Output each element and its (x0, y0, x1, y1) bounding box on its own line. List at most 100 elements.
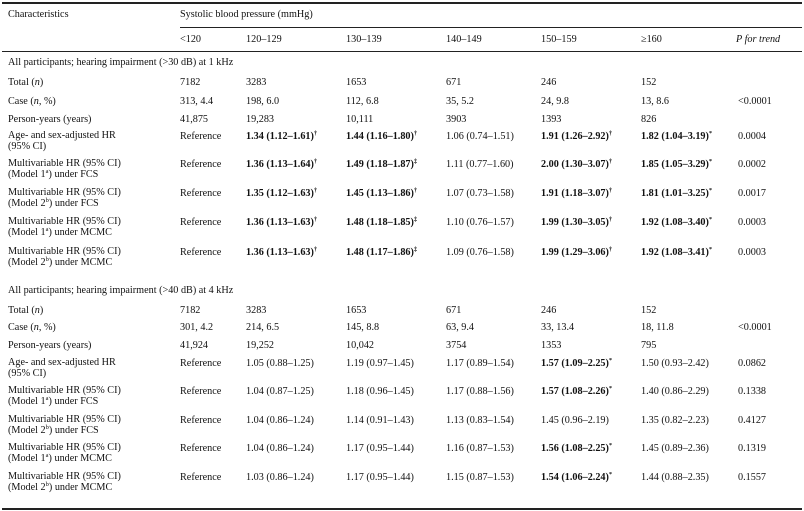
cell-value: 246 (541, 305, 557, 316)
table-cell: 10,111 (346, 114, 373, 125)
significance-mark: * (708, 246, 713, 253)
cell-value: 41,875 (180, 114, 209, 125)
row-label: Multivariable HR (95% CI) (Model 1a) unde… (8, 442, 121, 464)
cell-value: 214, 6.5 (246, 322, 280, 333)
cell-value: 1.11 (0.77–1.60) (446, 159, 514, 170)
row-label-text: Total ( (8, 77, 35, 88)
row-label-line1: Multivariable HR (95% CI) (8, 158, 121, 169)
cell-value: 1.03 (0.86–1.24) (246, 472, 314, 483)
cell-value: 1.91 (1.26–2.92) (541, 131, 609, 142)
table-cell: 41,924 (180, 340, 208, 351)
row-label-line1: Multivariable HR (95% CI) (8, 246, 121, 257)
cell-value: 19,252 (246, 340, 275, 351)
p-trend-value: <0.0001 (738, 322, 772, 333)
table-cell: 1.04 (0.86–1.24) (246, 443, 314, 454)
significance-mark: † (413, 130, 418, 137)
table-cell: 1.48 (1.17–1.86)‡ (346, 246, 417, 258)
cell-value: Reference (180, 443, 222, 454)
cell-value: 1.35 (0.82–2.23) (641, 415, 709, 426)
cell-value: 1.81 (1.01–3.25) (641, 188, 709, 199)
table-cell: 19,283 (246, 114, 274, 125)
cell-value: Reference (180, 358, 222, 369)
cell-value: 1.45 (0.89–2.36) (641, 443, 709, 454)
table-cell: 152 (641, 305, 656, 316)
row-label-line1: Multivariable HR (95% CI) (8, 385, 121, 396)
cell-value: 1.44 (0.88–2.35) (641, 472, 709, 483)
cell-value: 1.40 (0.86–2.29) (641, 386, 709, 397)
p-trend-value: <0.0001 (738, 96, 772, 107)
row-label-line2: (95% CI) (8, 141, 47, 152)
row-label-italic: n (33, 322, 39, 333)
table-cell: 1.09 (0.76–1.58) (446, 247, 514, 258)
cell-value: 1653 (346, 305, 367, 316)
row-label: Case (n, %) (8, 322, 56, 333)
cell-value: 1.99 (1.30–3.05) (541, 217, 609, 228)
table-cell: 145, 8.8 (346, 322, 379, 333)
row-label-text: ) (39, 305, 44, 316)
cell-value: 1.92 (1.08–3.41) (641, 247, 709, 258)
table-cell: Reference (180, 472, 221, 483)
table-cell: 1.81 (1.01–3.25)* (641, 187, 713, 199)
table-cell: 1653 (346, 77, 366, 88)
cell-value: Reference (180, 188, 222, 199)
significance-mark: * (608, 442, 613, 449)
significance-mark: † (608, 158, 613, 165)
table-cell: 33, 13.4 (541, 322, 574, 333)
table-cell: 7182 (180, 305, 200, 316)
table-cell: 1.15 (0.87–1.53) (446, 472, 514, 483)
p-trend-value: 0.0002 (738, 159, 767, 170)
table-cell: 246 (541, 77, 556, 88)
table-cell: 1.91 (1.18–3.07)† (541, 187, 612, 199)
table-cell: 3283 (246, 305, 266, 316)
table-cell: 1.05 (0.88–1.25) (246, 358, 314, 369)
table-cell: 1.49 (1.18–1.87)‡ (346, 158, 417, 170)
row-label-italic: n (34, 305, 40, 316)
table-cell: 1.44 (1.16–1.80)† (346, 130, 418, 142)
cell-value: 1.17 (0.89–1.54) (446, 358, 514, 369)
significance-mark: * (708, 187, 713, 194)
cell-value: 35, 5.2 (446, 96, 475, 107)
cell-value: 1.36 (1.13–1.64) (246, 159, 314, 170)
cell-value: 198, 6.0 (246, 96, 280, 107)
table-cell: 214, 6.5 (246, 322, 279, 333)
cell-value: 3283 (246, 305, 267, 316)
table-cell: Reference (180, 188, 221, 199)
cell-value: 19,283 (246, 114, 275, 125)
cell-value: 826 (641, 114, 657, 125)
header-subrule (180, 27, 802, 28)
table-cell: 3754 (446, 340, 466, 351)
row-label: Age- and sex-adjusted HR (95% CI) (8, 357, 116, 379)
table-cell: 301, 4.2 (180, 322, 213, 333)
table-cell: 1.85 (1.05–3.29)* (641, 158, 712, 170)
model-footnote-mark: b (45, 256, 49, 263)
cell-value: 1.06 (0.74–1.51) (446, 131, 514, 142)
cell-value: 1.35 (1.12–1.63) (246, 188, 314, 199)
cell-value: 3283 (246, 77, 267, 88)
table-cell: 1.57 (1.09–2.25)* (541, 357, 612, 369)
table-cell: 1.17 (0.88–1.56) (446, 386, 514, 397)
cell-value: 1.17 (0.95–1.44) (346, 443, 414, 454)
cell-value: Reference (180, 386, 222, 397)
header-cat-3: 130–139 (346, 34, 382, 45)
significance-mark: † (608, 246, 613, 253)
row-label-text: ) (39, 77, 44, 88)
table-cell: 1.17 (0.89–1.54) (446, 358, 514, 369)
row-label: Total (n) (8, 305, 43, 316)
row-label: Total (n) (8, 77, 43, 88)
table-cell: 1.36 (1.13–1.64)† (246, 158, 317, 170)
table-cell: 1.44 (0.88–2.35) (641, 472, 709, 483)
significance-mark: † (313, 187, 318, 194)
cell-value: 1.48 (1.17–1.86) (346, 247, 414, 258)
cell-value: 1353 (541, 340, 562, 351)
cell-value: 1.34 (1.12–1.61) (246, 131, 314, 142)
cell-value: 1.19 (0.97–1.45) (346, 358, 414, 369)
cell-value: 112, 6.8 (346, 96, 379, 107)
table-cell: 1.13 (0.83–1.54) (446, 415, 514, 426)
cell-value: 1.36 (1.13–1.63) (246, 217, 314, 228)
significance-mark: ‡ (413, 216, 418, 223)
cell-value: 145, 8.8 (346, 322, 380, 333)
cell-value: 1.50 (0.93–2.42) (641, 358, 709, 369)
row-label-line2: ) under FCS (48, 396, 99, 407)
table-cell: Reference (180, 217, 221, 228)
row-label: Person-years (years) (8, 340, 91, 351)
